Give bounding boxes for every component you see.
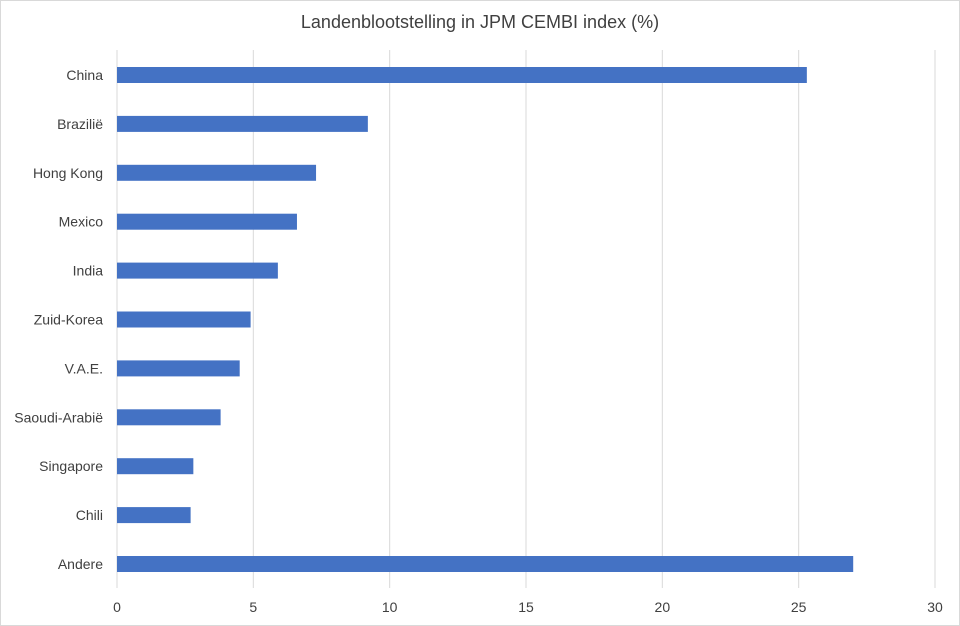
bar [117, 311, 251, 328]
category-label: Mexico [59, 214, 104, 230]
category-label: Chili [76, 507, 103, 523]
x-tick-label: 20 [655, 599, 671, 615]
category-label: Brazilië [57, 116, 103, 132]
x-tick-label: 10 [382, 599, 398, 615]
category-label: Singapore [39, 458, 103, 474]
bar [117, 507, 191, 524]
bar [117, 67, 807, 83]
category-label: India [73, 263, 104, 279]
category-label: V.A.E. [65, 360, 103, 376]
x-tick-label: 25 [791, 599, 807, 615]
bar [117, 164, 317, 181]
category-label: Andere [58, 556, 103, 572]
category-label: Saoudi-Arabië [14, 409, 103, 425]
category-label: Hong Kong [33, 165, 103, 181]
category-label: China [66, 67, 103, 83]
bar [117, 360, 240, 377]
x-tick-label: 0 [113, 599, 121, 615]
x-tick-label: 30 [927, 599, 943, 615]
bar [117, 458, 194, 475]
category-label: Zuid-Korea [34, 312, 103, 328]
bar [117, 262, 278, 279]
chart-title: Landenblootstelling in JPM CEMBI index (… [300, 12, 660, 32]
x-tick-label: 15 [518, 599, 534, 615]
x-tick-label: 5 [249, 599, 257, 615]
bar [117, 213, 297, 230]
bar [117, 409, 221, 426]
bar [117, 115, 368, 132]
bar [117, 556, 854, 572]
